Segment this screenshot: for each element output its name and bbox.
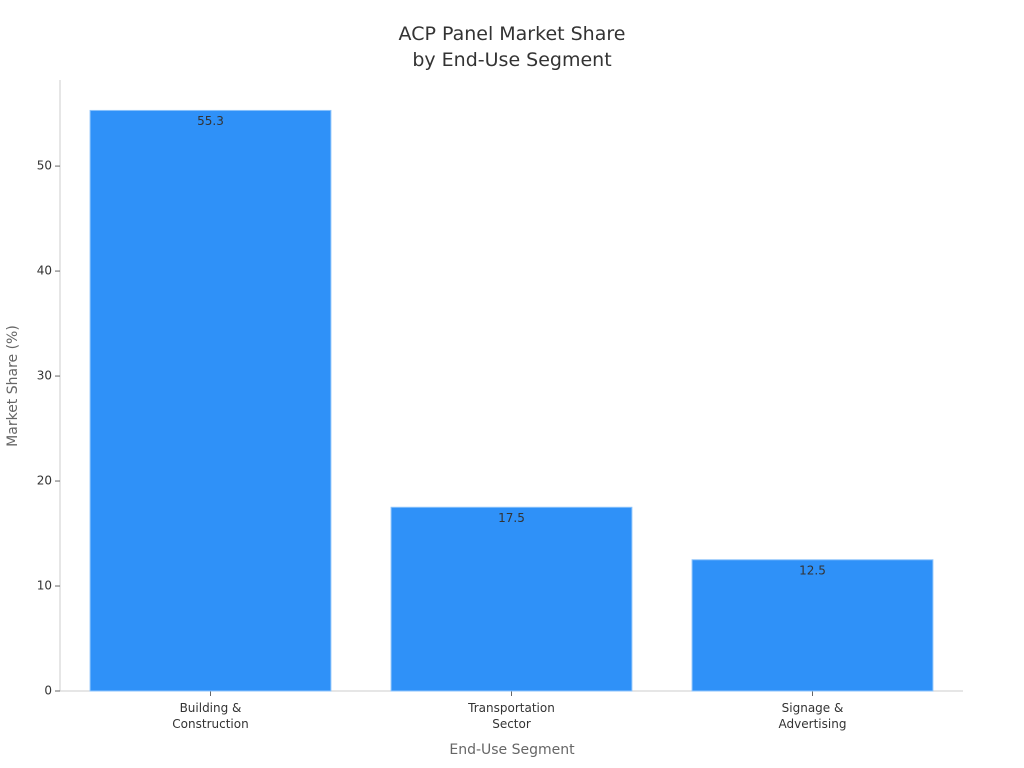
bar (89, 109, 332, 692)
bar (390, 506, 633, 692)
y-tick-label: 0 (44, 684, 52, 698)
y-tick-label: 40 (37, 264, 52, 278)
y-tick-label: 30 (37, 369, 52, 383)
value-label: 55.3 (197, 114, 224, 128)
chart-title: ACP Panel Market Share by End-Use Segmen… (398, 23, 626, 71)
x-axis-label: End-Use Segment (449, 742, 575, 758)
value-label: 17.5 (498, 511, 525, 525)
y-tick-label: 20 (37, 474, 52, 488)
x-tick-label: Building & Construction (172, 701, 249, 731)
bar (691, 559, 934, 692)
x-tick-label: Transportation Sector (468, 701, 555, 731)
value-label: 12.5 (799, 563, 826, 577)
y-tick-label: 10 (37, 579, 52, 593)
x-tick-label: Signage & Advertising (778, 701, 847, 731)
y-tick-label: 50 (37, 159, 52, 173)
y-axis-label: Market Share (%) (5, 325, 21, 447)
